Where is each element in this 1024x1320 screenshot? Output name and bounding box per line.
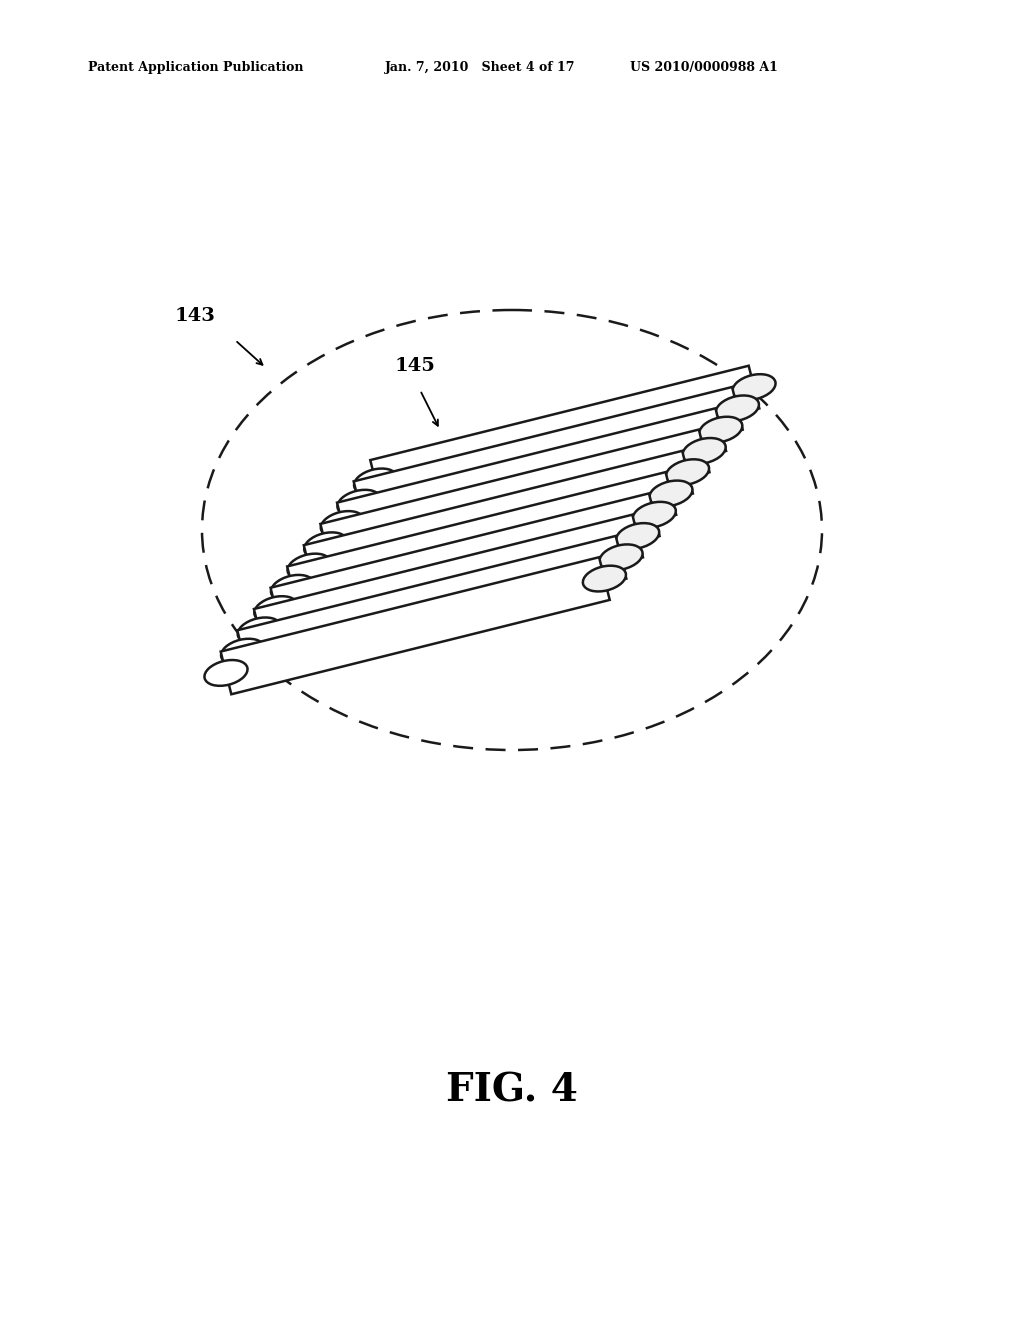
Text: Patent Application Publication: Patent Application Publication [88, 62, 303, 74]
Ellipse shape [683, 438, 726, 463]
Ellipse shape [238, 618, 281, 643]
Text: 145: 145 [395, 356, 436, 375]
Ellipse shape [616, 523, 659, 549]
Ellipse shape [321, 511, 364, 537]
Ellipse shape [599, 544, 643, 570]
Text: US 2010/0000988 A1: US 2010/0000988 A1 [630, 62, 778, 74]
Ellipse shape [354, 469, 397, 494]
Text: 143: 143 [175, 308, 216, 325]
Polygon shape [337, 408, 726, 545]
Polygon shape [270, 494, 659, 631]
Ellipse shape [304, 532, 347, 558]
Ellipse shape [666, 459, 709, 484]
Polygon shape [353, 387, 742, 524]
Ellipse shape [583, 566, 626, 591]
Text: Jan. 7, 2010   Sheet 4 of 17: Jan. 7, 2010 Sheet 4 of 17 [385, 62, 575, 74]
Polygon shape [371, 366, 760, 503]
Polygon shape [238, 536, 627, 673]
Ellipse shape [271, 576, 314, 601]
Text: FIG. 4: FIG. 4 [446, 1071, 578, 1109]
Ellipse shape [633, 502, 676, 528]
Ellipse shape [338, 490, 381, 516]
Ellipse shape [254, 597, 297, 622]
Polygon shape [220, 557, 609, 694]
Ellipse shape [288, 553, 331, 579]
Polygon shape [287, 473, 676, 609]
Ellipse shape [732, 374, 775, 400]
Ellipse shape [221, 639, 264, 664]
Ellipse shape [699, 417, 742, 442]
Polygon shape [254, 515, 643, 652]
Polygon shape [321, 429, 710, 566]
Polygon shape [304, 451, 693, 587]
Ellipse shape [716, 396, 759, 421]
Ellipse shape [649, 480, 692, 507]
Ellipse shape [205, 660, 248, 686]
